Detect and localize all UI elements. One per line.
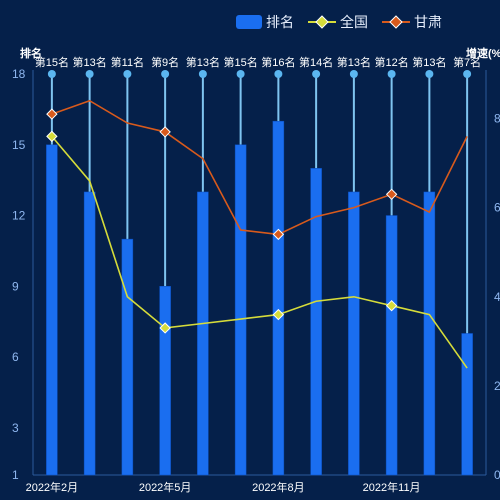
legend-line-gansu-swatch <box>382 15 410 29</box>
rank-bar <box>385 215 398 476</box>
labels-group: 第15名 第13名 第11名 第9名 第13名 第15名 第16名 第14名 第13名 第12名第… <box>35 55 481 69</box>
left-tick-label: 6 <box>12 350 19 364</box>
legend-label-national: 全国 <box>340 14 368 30</box>
rank-label: 第13名 <box>73 55 107 69</box>
lines-group <box>46 99 468 369</box>
rank-stem-dot <box>387 70 396 78</box>
left-tick-label: 1 <box>12 468 19 482</box>
rank-bar <box>46 144 58 476</box>
rank-bar <box>310 168 322 476</box>
x-tick-label: 2022年8月 <box>252 480 305 494</box>
right-tick-label: 4 <box>494 290 500 304</box>
axes-group: 排名 增速(% 1 3 6 9 12 15 18 0 2 4 6 8 2022年2月 2022年5月 2022年… <box>12 46 500 494</box>
left-tick-label: 18 <box>12 67 26 81</box>
rank-stem-dot <box>463 70 472 78</box>
rank-label: 第16名 <box>261 55 295 69</box>
rank-bar <box>461 333 473 476</box>
series-marker-gansu <box>46 108 58 120</box>
series-marker-national <box>385 299 398 312</box>
rank-stem-dot <box>198 70 207 78</box>
series-marker-gansu <box>159 126 171 138</box>
legend-label-gansu: 甘肃 <box>414 14 442 30</box>
rank-label: 第14名 <box>299 55 333 69</box>
rank-stem-dot <box>349 70 358 78</box>
series-marker-gansu <box>272 228 285 241</box>
series-marker-national <box>46 130 58 143</box>
rank-stem-dot <box>85 70 94 78</box>
rank-label: 第13名 <box>186 55 220 69</box>
rank-label: 第15名 <box>35 55 69 69</box>
rank-label: 第9名 <box>151 55 179 69</box>
rank-label: 第12名 <box>375 55 409 69</box>
series-line-gansu <box>51 99 468 236</box>
legend-item-national[interactable]: 全国 <box>308 12 368 32</box>
right-tick-label: 6 <box>494 201 500 215</box>
rank-stem-dot <box>236 70 245 78</box>
right-axis-title: 增速(% <box>466 46 500 60</box>
rank-bar <box>121 238 134 476</box>
rank-stem-dot <box>274 70 283 78</box>
rank-bar <box>348 191 360 476</box>
right-tick-label: 0 <box>494 468 500 482</box>
rank-bar <box>159 286 171 476</box>
right-tick-label: 8 <box>494 112 500 126</box>
left-tick-label: 15 <box>12 138 26 152</box>
rank-stem-dot <box>123 70 132 78</box>
x-tick-label: 2022年5月 <box>139 480 192 494</box>
series-line-national <box>51 135 468 369</box>
rank-label: 第13名 <box>337 55 371 69</box>
legend-line-national-swatch <box>308 15 336 29</box>
rank-label: 第13名 <box>412 55 446 69</box>
legend-bar-swatch <box>236 15 262 29</box>
rank-bar <box>197 191 209 476</box>
series-marker-gansu <box>385 188 398 201</box>
legend-item-rank[interactable]: 排名 <box>236 12 294 32</box>
left-axis-title: 排名 <box>20 46 42 60</box>
rank-bar <box>272 120 285 476</box>
legend-label-rank: 排名 <box>266 14 294 30</box>
rank-stem-dot <box>312 70 321 78</box>
rank-bar <box>234 144 247 476</box>
right-tick-label: 2 <box>494 379 500 393</box>
rank-label: 第7名 <box>453 55 481 69</box>
rank-stem-dot <box>425 70 434 78</box>
legend-item-gansu[interactable]: 甘肃 <box>382 12 442 32</box>
left-tick-label: 9 <box>12 279 19 293</box>
left-tick-label: 3 <box>12 421 19 435</box>
legend: 排名 全国 甘肃 <box>236 11 456 33</box>
series-marker-national <box>272 308 285 321</box>
x-tick-label: 2022年2月 <box>26 480 79 494</box>
rank-stem-dot <box>47 70 56 78</box>
rank-label: 第11名 <box>111 55 144 69</box>
series-marker-national <box>159 322 171 334</box>
bars-group <box>46 120 473 476</box>
rank-label: 第15名 <box>224 55 258 69</box>
x-tick-label: 2022年11月 <box>363 480 421 494</box>
stems-group <box>47 70 472 475</box>
rank-bar <box>423 191 436 476</box>
left-tick-label: 12 <box>12 209 26 223</box>
rank-stem-dot <box>161 70 170 78</box>
rank-bar <box>83 191 96 476</box>
